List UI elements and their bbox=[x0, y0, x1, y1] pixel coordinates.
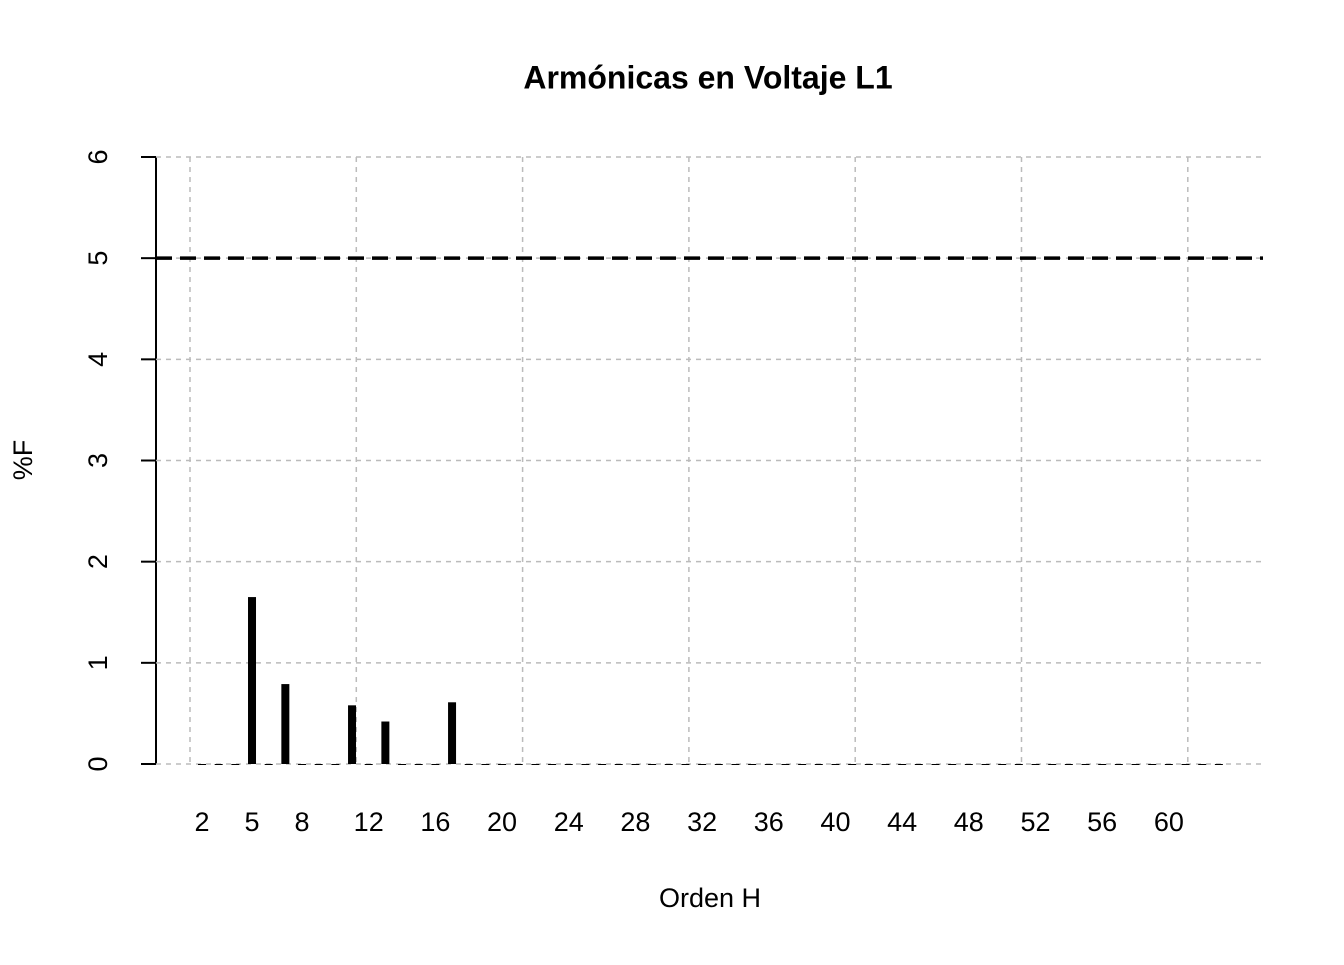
bar bbox=[631, 764, 640, 765]
bar bbox=[1014, 764, 1023, 765]
bar bbox=[548, 764, 557, 765]
bar bbox=[1048, 764, 1057, 765]
bar bbox=[1131, 764, 1140, 765]
x-tick-label: 44 bbox=[887, 807, 917, 837]
x-tick-label: 16 bbox=[420, 807, 450, 837]
bar bbox=[464, 764, 473, 765]
bar bbox=[248, 597, 257, 764]
bar bbox=[898, 764, 907, 765]
bar bbox=[214, 764, 223, 765]
x-tick-label: 32 bbox=[687, 807, 717, 837]
x-tick-label: 36 bbox=[754, 807, 784, 837]
bar bbox=[398, 764, 407, 765]
bar bbox=[414, 764, 423, 765]
bar bbox=[498, 764, 507, 765]
bar bbox=[948, 764, 957, 765]
bar bbox=[931, 764, 940, 765]
bar bbox=[581, 764, 590, 765]
x-tick-label: 20 bbox=[487, 807, 517, 837]
bar bbox=[298, 764, 307, 765]
bar bbox=[964, 764, 973, 765]
x-tick-label: 60 bbox=[1154, 807, 1184, 837]
x-tick-label: 12 bbox=[354, 807, 384, 837]
x-tick-label: 48 bbox=[954, 807, 984, 837]
bar bbox=[1114, 764, 1123, 765]
x-tick-label: 5 bbox=[244, 807, 259, 837]
x-tick-label: 52 bbox=[1020, 807, 1050, 837]
bar bbox=[1064, 764, 1073, 765]
bar bbox=[1031, 764, 1040, 765]
bar bbox=[198, 764, 206, 765]
bar bbox=[848, 764, 857, 765]
bar bbox=[481, 764, 490, 765]
bar bbox=[764, 764, 773, 765]
bar bbox=[714, 764, 723, 765]
bar bbox=[531, 764, 540, 765]
bar bbox=[564, 764, 573, 765]
bar bbox=[231, 764, 240, 765]
bar bbox=[998, 764, 1007, 765]
y-tick-label: 5 bbox=[83, 251, 113, 266]
chart-title: Armónicas en Voltaje L1 bbox=[523, 59, 892, 95]
bar bbox=[1181, 764, 1190, 765]
bar bbox=[648, 764, 657, 765]
y-tick-label: 2 bbox=[83, 554, 113, 569]
bar bbox=[1098, 764, 1107, 765]
bar bbox=[614, 764, 623, 765]
x-tick-label: 2 bbox=[194, 807, 209, 837]
bar bbox=[731, 764, 740, 765]
bar bbox=[348, 705, 357, 764]
bar bbox=[814, 764, 823, 765]
bar bbox=[881, 764, 890, 765]
bar bbox=[1164, 764, 1173, 765]
bar bbox=[748, 764, 757, 765]
x-tick-label: 40 bbox=[820, 807, 850, 837]
bar bbox=[264, 764, 273, 765]
bar bbox=[331, 764, 340, 765]
x-tick-label: 24 bbox=[554, 807, 584, 837]
y-tick-label: 3 bbox=[83, 453, 113, 468]
bar bbox=[514, 764, 523, 765]
bar bbox=[1148, 764, 1157, 765]
bar bbox=[681, 764, 690, 765]
x-tick-label: 28 bbox=[620, 807, 650, 837]
bar bbox=[431, 764, 440, 765]
bar bbox=[1081, 764, 1090, 765]
y-tick-label: 6 bbox=[83, 149, 113, 164]
bar bbox=[864, 764, 873, 765]
bar bbox=[381, 721, 390, 764]
y-tick-label: 0 bbox=[83, 756, 113, 771]
bar bbox=[798, 764, 807, 765]
bar bbox=[281, 684, 290, 764]
bar bbox=[664, 764, 673, 765]
bar bbox=[914, 764, 923, 765]
y-tick-label: 4 bbox=[83, 352, 113, 367]
bar bbox=[1198, 764, 1207, 765]
bar bbox=[448, 702, 457, 764]
y-axis-title: %F bbox=[8, 440, 38, 481]
bar bbox=[1214, 764, 1223, 765]
bar bbox=[364, 764, 373, 765]
x-tick-label: 8 bbox=[295, 807, 310, 837]
bar bbox=[698, 764, 707, 765]
bar bbox=[598, 764, 607, 765]
bar bbox=[781, 764, 790, 765]
x-tick-label: 56 bbox=[1087, 807, 1117, 837]
y-tick-label: 1 bbox=[83, 655, 113, 670]
bar bbox=[314, 764, 323, 765]
bar bbox=[831, 764, 840, 765]
bar bbox=[981, 764, 990, 765]
x-axis-title: Orden H bbox=[659, 883, 761, 913]
